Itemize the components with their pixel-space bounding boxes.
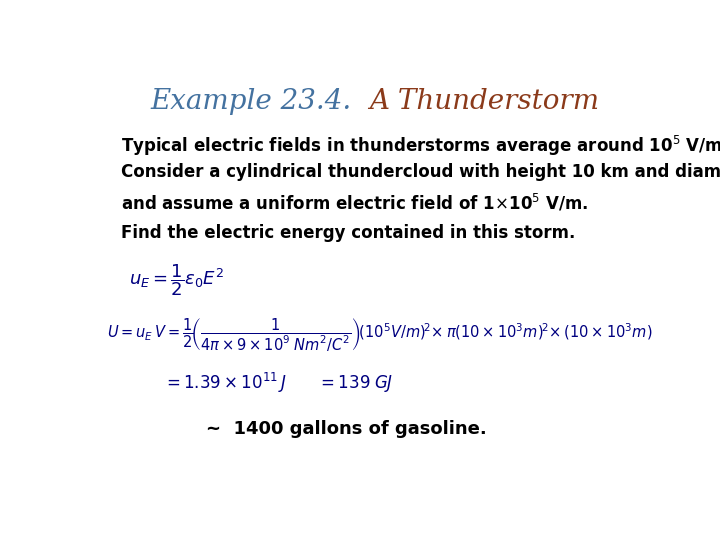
Text: Typical electric fields in thunderstorms average around 10$^5$ V/m.: Typical electric fields in thunderstorms…	[121, 134, 720, 158]
Text: A Thunderstorm: A Thunderstorm	[369, 87, 599, 114]
Text: $U = u_E\, V = \dfrac{1}{2}\!\left(\dfrac{1}{4\pi\times 9\times 10^9 \; Nm^2/C^2: $U = u_E\, V = \dfrac{1}{2}\!\left(\dfra…	[107, 316, 652, 353]
Text: $u_E = \dfrac{1}{2}\varepsilon_0 E^2$: $u_E = \dfrac{1}{2}\varepsilon_0 E^2$	[129, 262, 225, 298]
Text: Consider a cylindrical thundercloud with height 10 km and diameter 20 km,: Consider a cylindrical thundercloud with…	[121, 163, 720, 181]
Text: Find the electric energy contained in this storm.: Find the electric energy contained in th…	[121, 224, 575, 241]
Text: ~  1400 gallons of gasoline.: ~ 1400 gallons of gasoline.	[207, 420, 487, 438]
Text: Example 23.4.  A Thunderstorm: Example 23.4. A Thunderstorm	[145, 87, 593, 114]
Text: and assume a uniform electric field of 1$\times$10$^5$ V/m.: and assume a uniform electric field of 1…	[121, 192, 588, 213]
Text: $= 1.39\times 10^{11}\,J \qquad = 139\; GJ$: $= 1.39\times 10^{11}\,J \qquad = 139\; …	[163, 370, 393, 395]
Text: Example 23.4.: Example 23.4.	[150, 87, 369, 114]
